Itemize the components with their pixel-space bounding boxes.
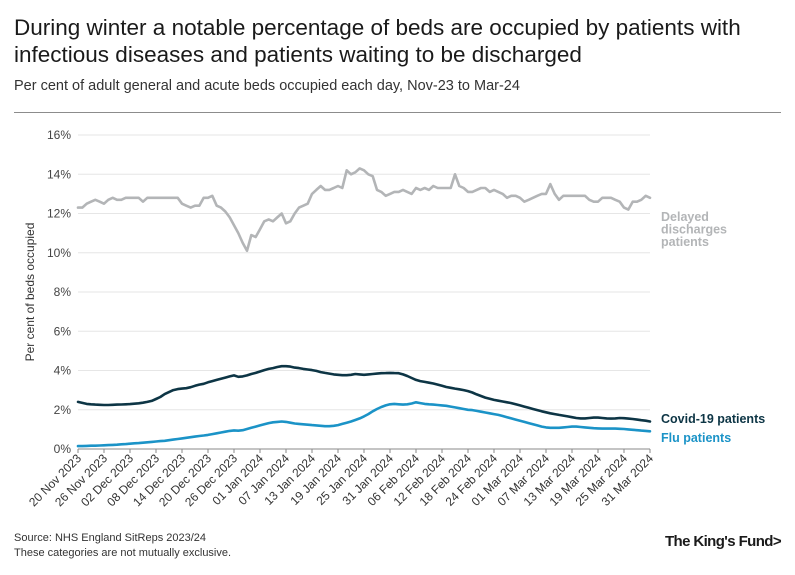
logo-text: The King's Fund: [664, 533, 773, 550]
series-label-delayed-discharges: Delayed: [661, 210, 709, 224]
source-note: Source: NHS England SitReps 2023/24: [14, 532, 207, 544]
y-tick-label: 2%: [54, 403, 72, 417]
header-divider: [14, 112, 781, 113]
series-label-delayed-discharges: patients: [661, 235, 709, 249]
kings-fund-logo[interactable]: The King's Fund>: [664, 533, 782, 550]
y-tick-label: 10%: [47, 246, 71, 260]
exclusivity-note: These categories are not mutually exclus…: [14, 547, 232, 559]
series-line-flu-patients: [76, 401, 652, 448]
y-tick-label: 4%: [54, 364, 72, 378]
chevron-right-icon: >: [772, 533, 782, 550]
chart-title: During winter a notable percentage of be…: [14, 15, 741, 67]
chart-subtitle: Per cent of adult general and acute beds…: [14, 78, 520, 94]
y-axis-label: Per cent of beds occupied: [23, 223, 37, 362]
y-tick-label: 8%: [54, 285, 72, 299]
y-tick-label: 0%: [54, 442, 72, 456]
y-tick-label: 14%: [47, 167, 71, 181]
footer: Source: NHS England SitReps 2023/24 Thes…: [14, 531, 231, 561]
series-label-flu: Flu patients: [661, 431, 731, 445]
y-tick-label: 16%: [47, 128, 71, 142]
series-label-delayed-discharges: discharges: [661, 223, 727, 237]
series-line-covid-19-patients: [76, 364, 652, 423]
y-tick-label: 6%: [54, 324, 72, 338]
series-label-covid: Covid-19 patients: [661, 412, 765, 426]
y-tick-label: 12%: [47, 207, 71, 221]
series-line-delayed-discharges-patients: [76, 167, 652, 253]
